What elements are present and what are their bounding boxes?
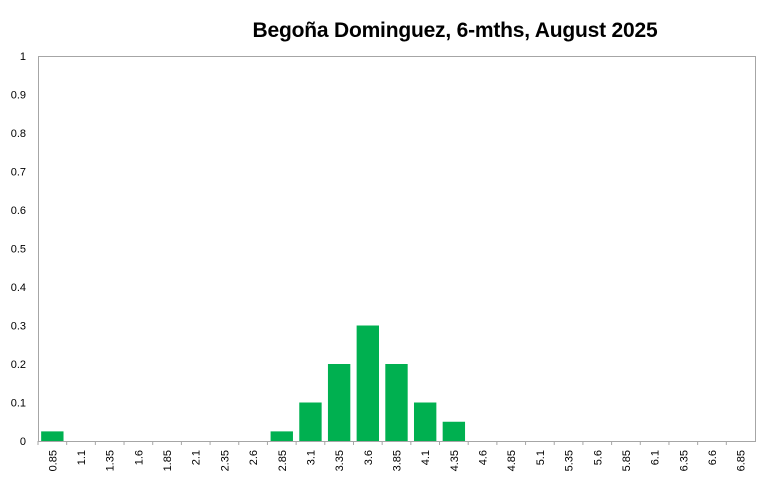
x-tick-label: 4.35 — [449, 450, 461, 471]
y-tick-label: 0.1 — [11, 398, 26, 410]
y-tick-label: 0.4 — [11, 282, 26, 294]
bar-4.35 — [442, 421, 466, 441]
y-tick-label: 0.8 — [11, 128, 26, 140]
axis-layer — [37, 56, 756, 445]
x-tick-label: 2.6 — [248, 450, 260, 465]
x-tick-label: 3.85 — [392, 450, 404, 471]
x-tick-label: 3.35 — [334, 450, 346, 471]
x-tick-label: 4.85 — [506, 450, 518, 471]
x-tick-label: 6.85 — [736, 450, 748, 471]
x-tick-label: 5.1 — [535, 450, 547, 465]
x-tick-label: 3.6 — [363, 450, 375, 465]
chart-title: Begoña Dominguez, 6-mths, August 2025 — [252, 19, 658, 42]
x-tick-labels: 0.85 1.1 1.35 1.6 1.85 2.1 2.35 2.6 2.85 3.1 3.35 3… — [47, 450, 747, 471]
bar-2.85 — [270, 431, 293, 442]
bar-3.35 — [327, 364, 351, 441]
x-tick-label: 5.35 — [564, 450, 576, 471]
x-tick-label: 6.35 — [678, 450, 690, 471]
x-tick-label: 5.85 — [621, 450, 633, 471]
y-tick-label: 0.6 — [11, 205, 26, 217]
x-tick-label: 1.35 — [105, 450, 117, 471]
y-tick-label: 0.7 — [11, 167, 26, 179]
x-tick-label: 3.1 — [305, 450, 317, 465]
bar-4.1 — [413, 402, 437, 441]
x-tick-label: 6.6 — [707, 450, 719, 465]
bar-3.6 — [356, 325, 379, 441]
bar-3.85 — [385, 364, 408, 441]
y-tick-label: 0.5 — [11, 244, 26, 256]
x-tick-label: 2.1 — [191, 450, 203, 465]
x-tick-label: 2.35 — [219, 450, 231, 471]
plot-area-frame — [38, 56, 756, 442]
x-tick-label: 1.6 — [133, 450, 145, 465]
x-tick-label: 6.1 — [650, 450, 662, 465]
y-tick-label: 0.3 — [11, 321, 26, 333]
x-tick-label: 0.85 — [47, 450, 59, 471]
x-tick-label: 1.85 — [162, 450, 174, 471]
bar-3.1 — [299, 402, 322, 441]
bar-0.85 — [41, 431, 64, 442]
x-tick-label: 1.1 — [76, 450, 88, 465]
x-tick-label: 4.1 — [420, 450, 432, 465]
y-tick-label: 0.9 — [11, 90, 26, 102]
x-tick-label: 2.85 — [277, 450, 289, 471]
y-tick-label: 0.2 — [11, 359, 26, 371]
y-tick-labels: 0 0.1 0.2 0.3 0.4 0.5 0.6 0.7 0.8 0.9 1 — [11, 51, 26, 448]
y-tick-label: 1 — [20, 51, 26, 63]
x-tick-label: 5.6 — [592, 450, 604, 465]
bars-layer — [41, 325, 466, 442]
y-tick-label: 0 — [20, 436, 26, 448]
x-tick-label: 4.6 — [478, 450, 490, 465]
